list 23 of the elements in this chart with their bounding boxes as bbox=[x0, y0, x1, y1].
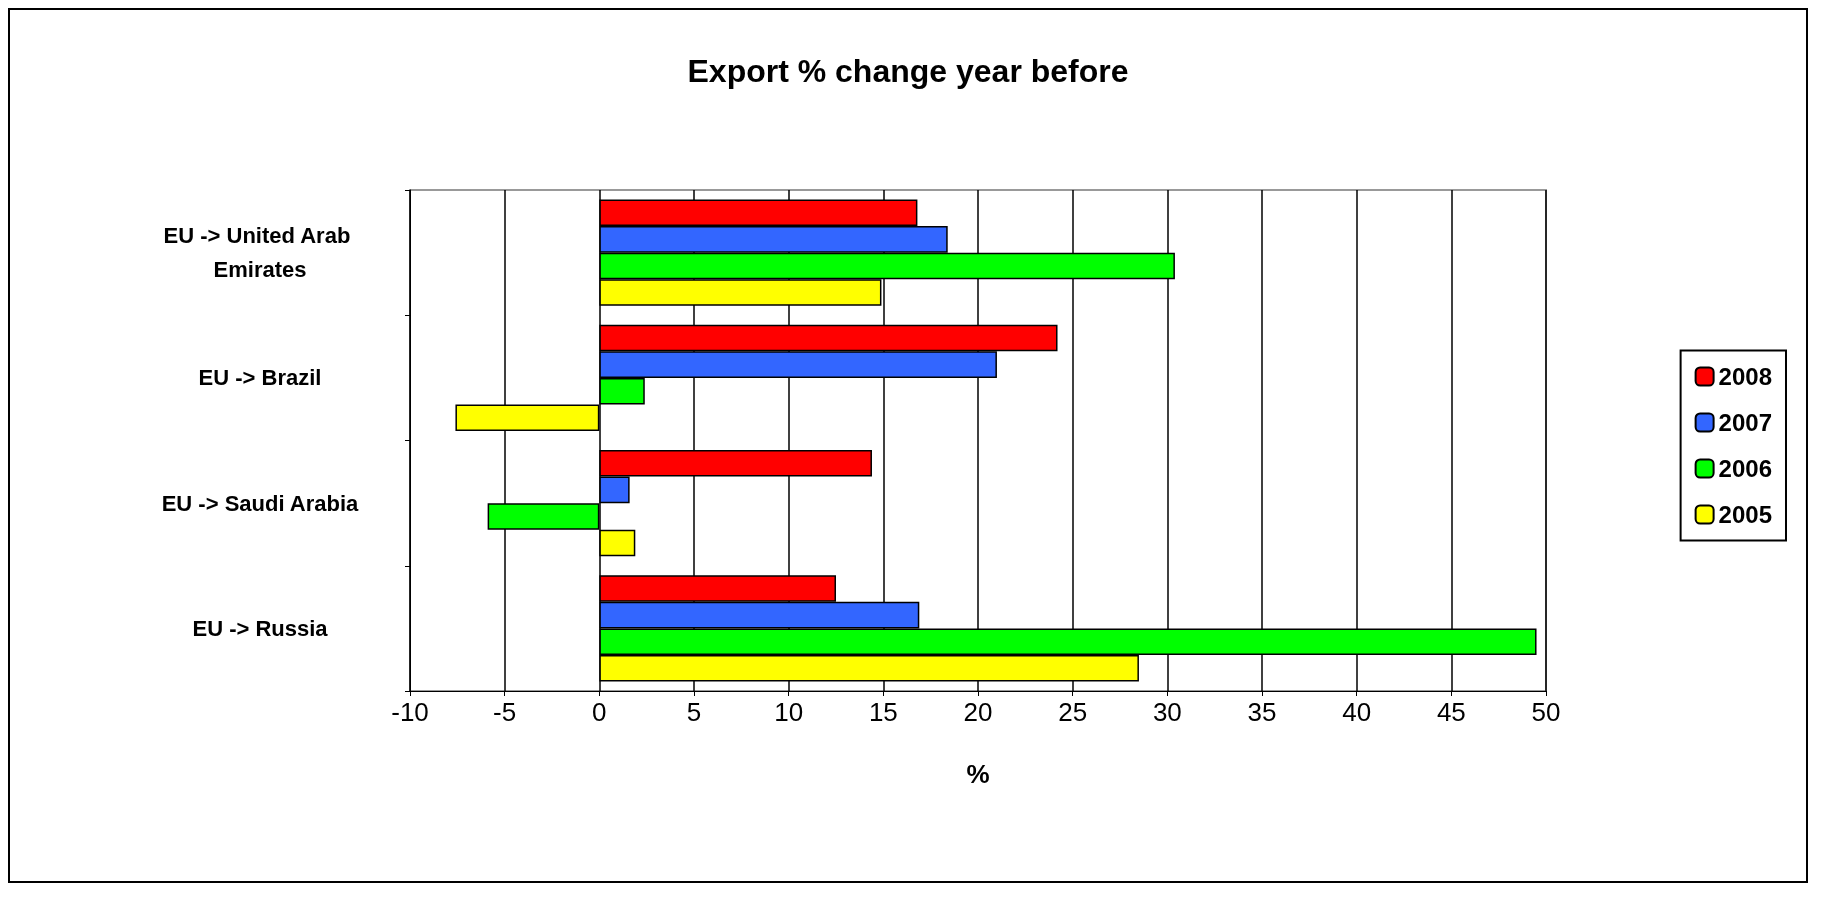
x-tick-label: 50 bbox=[1531, 697, 1561, 727]
x-tick-label: 25 bbox=[1058, 697, 1088, 727]
x-tick-label: -10 bbox=[391, 697, 429, 727]
y-tick-label: EU -> Russia bbox=[192, 615, 329, 641]
x-tick-label: 20 bbox=[963, 697, 993, 727]
y-tick-label: EU -> Saudi Arabia bbox=[161, 490, 360, 516]
x-tick-label: 15 bbox=[868, 697, 898, 727]
x-tick-label: 40 bbox=[1342, 697, 1372, 727]
x-tick-label: 45 bbox=[1436, 697, 1466, 727]
legend-label: 2006 bbox=[1718, 455, 1772, 482]
x-tick-label: 30 bbox=[1152, 697, 1182, 727]
legend-label: 2005 bbox=[1718, 501, 1772, 528]
x-tick-label: 0 bbox=[592, 697, 607, 727]
y-tick-label: EU -> Brazil bbox=[198, 365, 322, 391]
legend-label: 2007 bbox=[1718, 409, 1772, 436]
x-tick-label: 10 bbox=[774, 697, 804, 727]
legend-label: 2008 bbox=[1718, 363, 1772, 390]
x-tick-label: 5 bbox=[686, 697, 702, 727]
y-tick-label: EU -> United Arab Emirates bbox=[163, 223, 357, 283]
chart-title: Export % change year before bbox=[687, 53, 1129, 89]
x-tick-label: 35 bbox=[1247, 697, 1277, 727]
x-tick-label: -5 bbox=[493, 697, 517, 727]
x-axis-title: % bbox=[966, 759, 990, 789]
